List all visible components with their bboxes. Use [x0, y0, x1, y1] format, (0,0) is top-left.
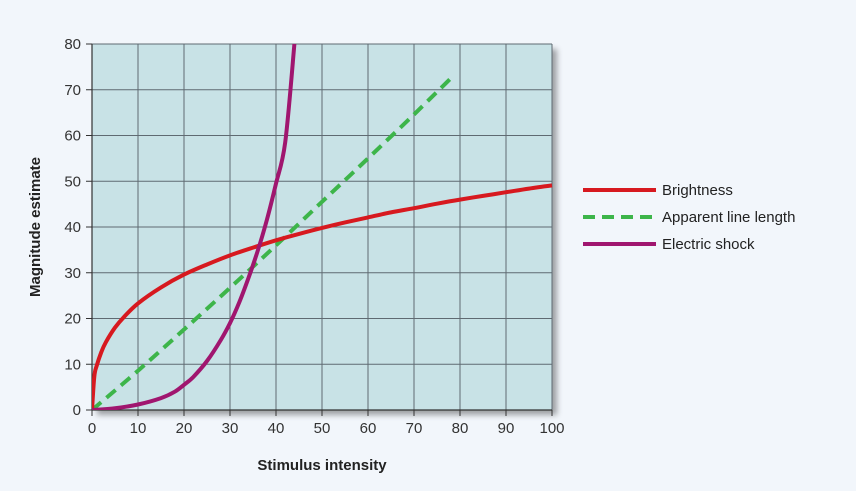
y-tick-label: 0: [73, 402, 81, 419]
x-tick-label: 0: [88, 420, 96, 437]
x-tick-label: 90: [498, 420, 515, 437]
legend-item-electric-shock: Electric shock: [583, 236, 755, 253]
x-tick-label: 80: [452, 420, 469, 437]
x-axis-title: Stimulus intensity: [257, 457, 387, 474]
y-tick-label: 50: [64, 173, 81, 190]
series-line-brightness: [92, 183, 553, 410]
series-lines: [92, 43, 553, 410]
y-tick-label: 80: [64, 36, 81, 53]
y-axis-title: Magnitude estimate: [27, 157, 44, 297]
legend-label-electric-shock: Electric shock: [662, 236, 755, 253]
y-tick-label: 10: [64, 356, 81, 373]
grid: [91, 43, 553, 411]
series-line-electric-shock: [92, 43, 297, 410]
x-tick-label: 60: [360, 420, 377, 437]
legend-item-apparent-line-length: Apparent line length: [583, 209, 795, 226]
axes: 0 10 20 30 40 50 60 70 80 90 100 0 10 20 30 40 50 60 70 80: [64, 36, 564, 437]
x-tick-label: 30: [222, 420, 239, 437]
legend-label-apparent-line-length: Apparent line length: [662, 209, 795, 226]
series-line-apparent-line-length: [92, 76, 453, 410]
y-tick-label: 30: [64, 265, 81, 282]
legend: Brightness Apparent line length Electric s…: [583, 182, 795, 253]
y-tick-label: 60: [64, 128, 81, 145]
y-tick-label: 70: [64, 82, 81, 99]
x-tick-label: 20: [176, 420, 193, 437]
legend-label-brightness: Brightness: [662, 182, 733, 199]
x-tick-label: 100: [539, 420, 564, 437]
y-tick-label: 20: [64, 311, 81, 328]
x-tick-label: 10: [130, 420, 147, 437]
y-tick-label: 40: [64, 219, 81, 236]
legend-item-brightness: Brightness: [583, 182, 733, 199]
x-tick-label: 50: [314, 420, 331, 437]
x-tick-label: 40: [268, 420, 285, 437]
x-tick-label: 70: [406, 420, 423, 437]
